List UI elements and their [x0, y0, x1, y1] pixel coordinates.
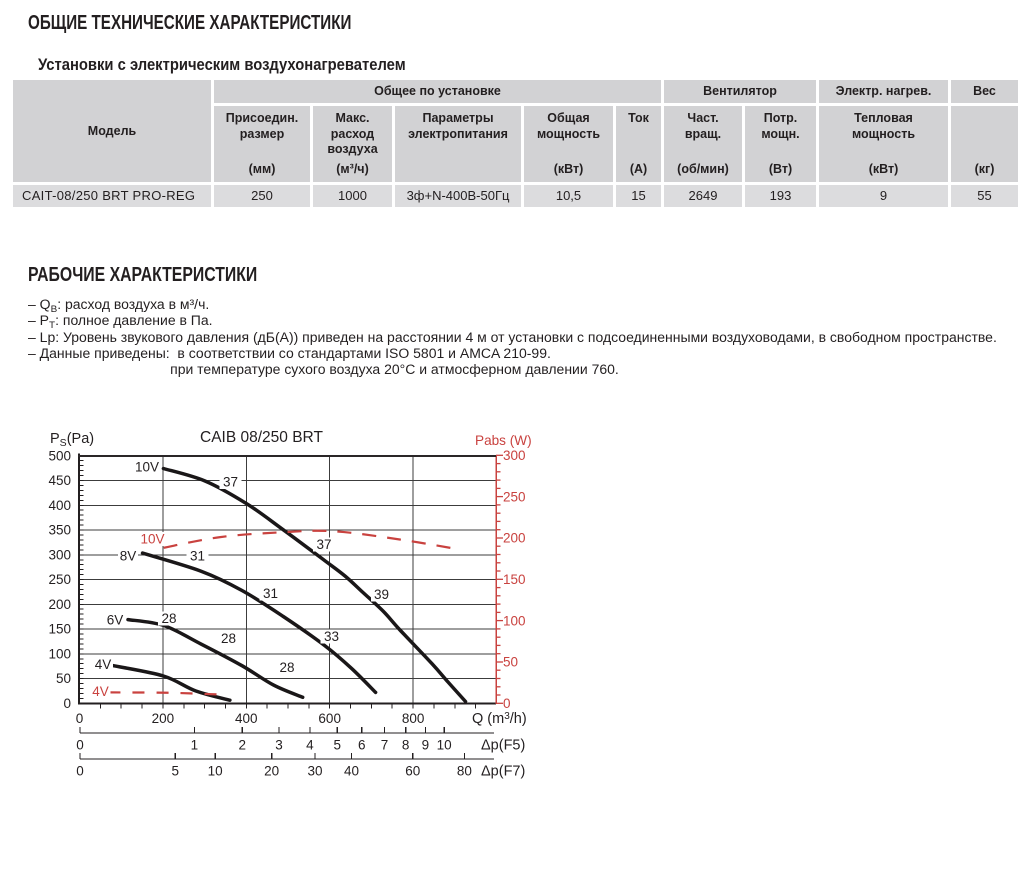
- svg-text:200: 200: [503, 531, 526, 546]
- svg-text:28: 28: [221, 631, 236, 646]
- svg-text:28: 28: [161, 611, 176, 626]
- svg-text:800: 800: [402, 711, 425, 726]
- svg-text:60: 60: [405, 764, 420, 779]
- svg-text:1: 1: [191, 738, 199, 753]
- svg-text:6V: 6V: [107, 613, 124, 628]
- svg-text:0: 0: [76, 711, 84, 726]
- svg-text:4V: 4V: [92, 684, 109, 699]
- svg-text:80: 80: [457, 764, 472, 779]
- svg-text:9: 9: [422, 738, 430, 753]
- svg-text:250: 250: [48, 572, 71, 587]
- svg-text:7: 7: [381, 738, 389, 753]
- svg-text:4V: 4V: [95, 657, 112, 672]
- svg-text:400: 400: [235, 711, 258, 726]
- svg-text:350: 350: [48, 523, 71, 538]
- svg-text:Δp(F7): Δp(F7): [481, 764, 525, 780]
- svg-text:8V: 8V: [120, 549, 137, 564]
- svg-text:450: 450: [48, 473, 71, 488]
- svg-text:5: 5: [172, 764, 180, 779]
- svg-text:5: 5: [333, 738, 341, 753]
- svg-text:10: 10: [208, 764, 223, 779]
- svg-text:200: 200: [48, 597, 71, 612]
- svg-text:100: 100: [503, 613, 526, 628]
- svg-text:3: 3: [275, 738, 283, 753]
- svg-text:0: 0: [503, 696, 511, 711]
- svg-text:10V: 10V: [135, 460, 159, 475]
- svg-text:400: 400: [48, 498, 71, 513]
- svg-text:250: 250: [503, 489, 526, 504]
- svg-text:10V: 10V: [140, 532, 164, 547]
- svg-text:150: 150: [503, 572, 526, 587]
- svg-text:Q (m3/h): Q (m3/h): [472, 711, 527, 727]
- svg-text:PS(Pa): PS(Pa): [50, 431, 94, 449]
- svg-text:20: 20: [264, 764, 279, 779]
- svg-text:300: 300: [48, 548, 71, 563]
- svg-text:37: 37: [223, 475, 238, 490]
- svg-text:39: 39: [374, 587, 389, 602]
- svg-text:CAIB 08/250 BRT: CAIB 08/250 BRT: [200, 429, 323, 446]
- svg-text:10: 10: [437, 738, 452, 753]
- svg-text:150: 150: [48, 622, 71, 637]
- svg-text:0: 0: [76, 738, 84, 753]
- svg-text:31: 31: [190, 549, 205, 564]
- svg-text:600: 600: [318, 711, 341, 726]
- svg-text:100: 100: [48, 647, 71, 662]
- svg-text:30: 30: [307, 764, 322, 779]
- svg-text:50: 50: [56, 671, 71, 686]
- svg-text:2: 2: [238, 738, 246, 753]
- svg-text:Δp(F5): Δp(F5): [481, 738, 525, 754]
- svg-text:Pabs (W): Pabs (W): [475, 433, 532, 448]
- svg-text:0: 0: [63, 696, 71, 711]
- svg-text:500: 500: [48, 449, 71, 464]
- svg-text:4: 4: [306, 738, 314, 753]
- svg-text:6: 6: [358, 738, 366, 753]
- svg-text:300: 300: [503, 448, 526, 463]
- svg-text:28: 28: [279, 660, 294, 675]
- svg-text:0: 0: [76, 764, 84, 779]
- svg-text:200: 200: [152, 711, 175, 726]
- svg-text:8: 8: [402, 738, 410, 753]
- svg-text:31: 31: [263, 586, 278, 601]
- svg-text:33: 33: [324, 629, 339, 644]
- svg-text:50: 50: [503, 655, 518, 670]
- svg-text:37: 37: [316, 537, 331, 552]
- svg-text:40: 40: [344, 764, 359, 779]
